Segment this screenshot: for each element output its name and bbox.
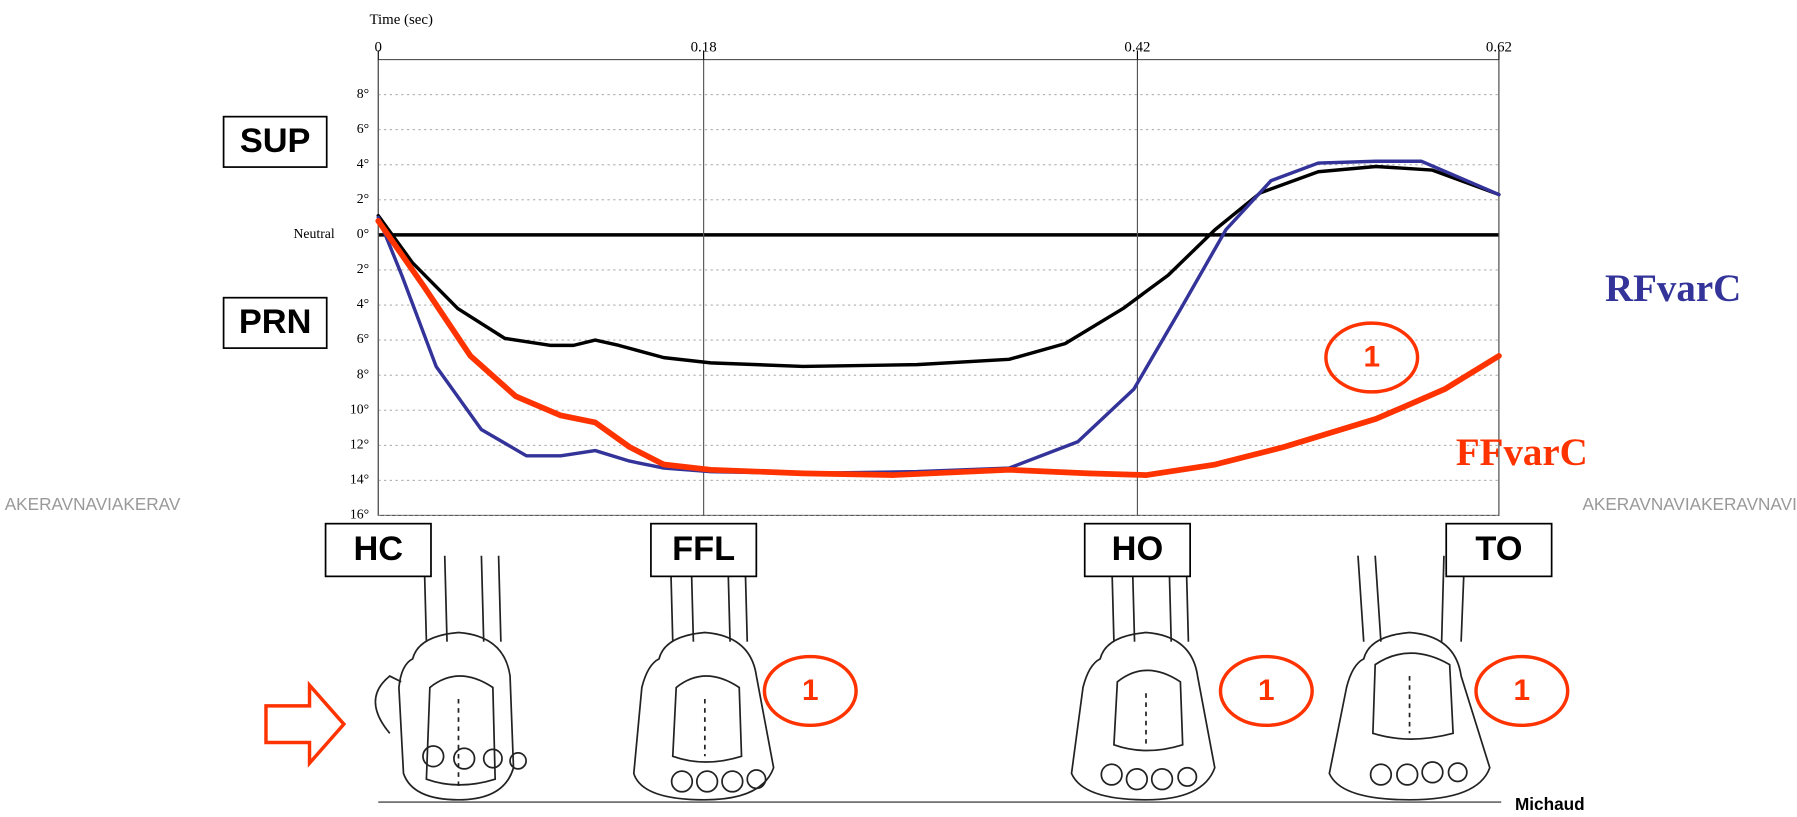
feet-drawings (375, 556, 1501, 802)
phase-label: HC (353, 530, 403, 568)
phase-label: TO (1475, 530, 1522, 568)
phase-label: HO (1112, 530, 1164, 568)
x-tick-label: 0.42 (1124, 40, 1150, 56)
legend-label: FFvarC (1456, 431, 1588, 474)
y-tick-label: 6° (357, 121, 369, 136)
series-line (378, 161, 1499, 473)
arrow (266, 685, 344, 763)
y-tick-label: 0° (357, 226, 369, 241)
y-tick-label: 8° (357, 366, 369, 381)
x-tick-label: 0 (375, 40, 382, 56)
y-tick-label: 16° (350, 507, 369, 522)
marker-label: 1 (802, 674, 819, 707)
y-tick-label: 6° (357, 331, 369, 346)
marker-label: 1 (1514, 674, 1531, 707)
x-tick-label: 0.18 (691, 40, 717, 56)
watermark: AKERAVNAVIAKERAV (5, 494, 181, 514)
phase-label: FFL (672, 530, 735, 568)
slide: 8° 6° 4° 2° 0° Neutral 2° 4° 6° 8° 10° 12° 14° 16° 0 0.… (0, 0, 1797, 817)
credit: Michaud (1515, 794, 1585, 814)
y-tick-label: 4° (357, 296, 369, 311)
y-tick-label: 8° (357, 86, 369, 101)
legend-label: RFvarC (1605, 267, 1741, 310)
y-tick-label: 12° (350, 436, 369, 451)
marker-label: 1 (1258, 674, 1275, 707)
y-tick-label: 10° (350, 401, 369, 416)
chart: 8° 6° 4° 2° 0° Neutral 2° 4° 6° 8° 10° 12° 14° 16° 0 0.… (224, 40, 1742, 726)
plot-frame (378, 60, 1499, 516)
side-label: PRN (239, 303, 312, 341)
y-tick-label: 2° (357, 191, 369, 206)
zero-label: Neutral (294, 226, 335, 241)
series-line (378, 166, 1499, 366)
x-tick-label: 0.62 (1486, 40, 1512, 56)
marker-label: 1 (1363, 341, 1380, 374)
side-label: SUP (240, 122, 311, 160)
watermark: AKERAVNAVIAKERAVNAVI (1582, 494, 1796, 514)
x-axis-label: Time (sec) (369, 12, 433, 28)
y-tick-label: 14° (350, 472, 369, 487)
y-tick-label: 2° (357, 261, 369, 276)
y-tick-label: 4° (357, 156, 369, 171)
series-line (378, 221, 1499, 475)
